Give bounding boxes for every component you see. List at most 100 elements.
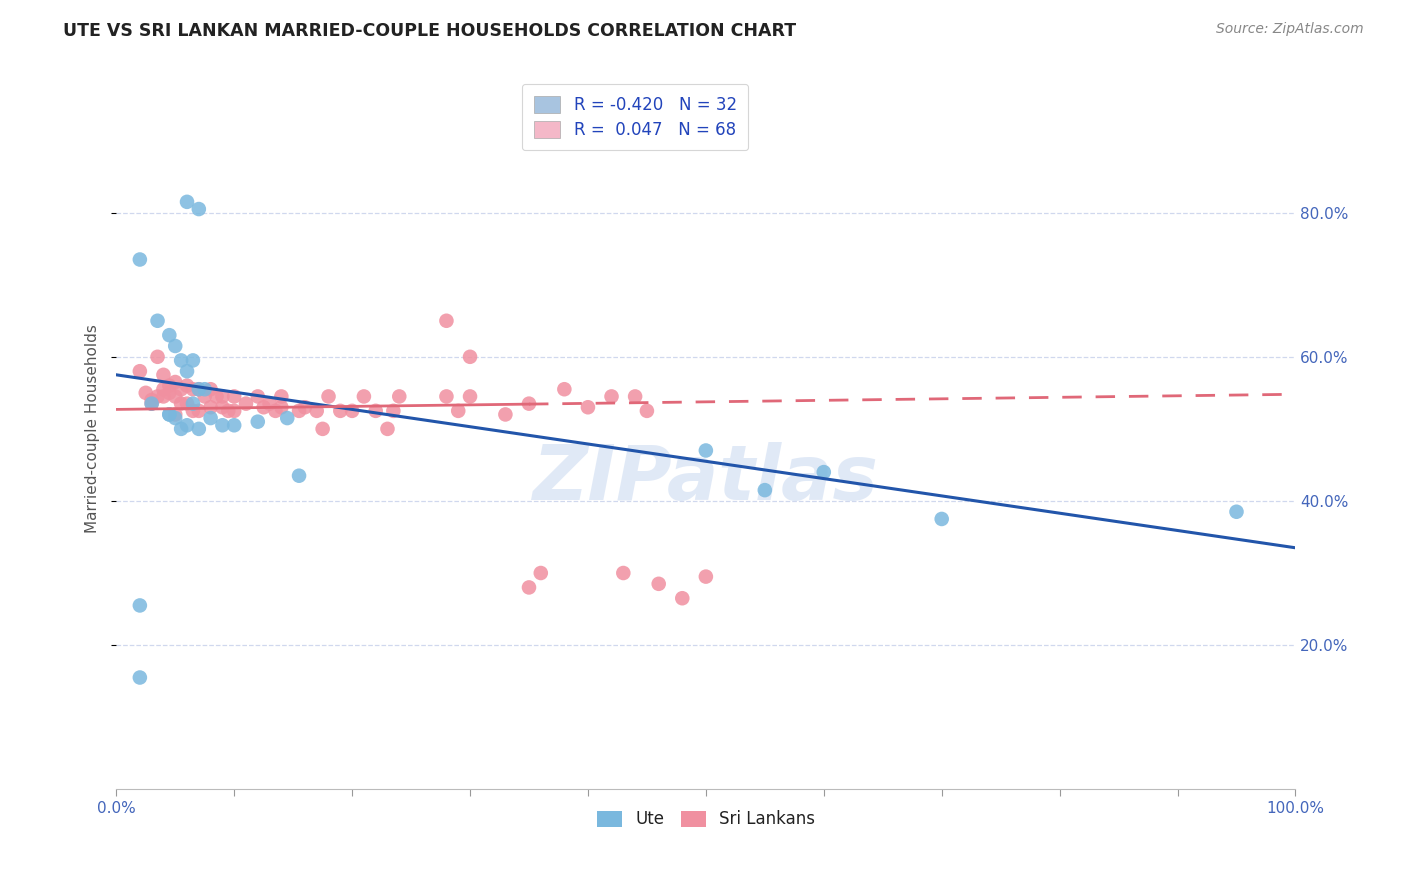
Point — [181, 353, 204, 368]
Point — [311, 422, 333, 436]
Y-axis label: Married-couple Households: Married-couple Households — [86, 325, 100, 533]
Point — [270, 389, 292, 403]
Point — [695, 443, 717, 458]
Point — [157, 378, 180, 392]
Point — [128, 599, 150, 613]
Legend: Ute, Sri Lankans: Ute, Sri Lankans — [591, 804, 821, 835]
Point — [931, 512, 953, 526]
Point — [205, 389, 228, 403]
Point — [165, 375, 187, 389]
Point — [224, 404, 246, 418]
Point — [340, 404, 363, 418]
Point — [187, 404, 209, 418]
Point — [146, 350, 169, 364]
Point — [165, 389, 187, 403]
Point — [152, 368, 174, 382]
Point — [141, 397, 163, 411]
Point — [671, 591, 693, 606]
Point — [458, 389, 481, 403]
Point — [157, 408, 180, 422]
Point — [176, 397, 198, 411]
Point — [176, 194, 198, 209]
Point — [200, 411, 222, 425]
Point — [377, 422, 399, 436]
Point — [217, 404, 239, 418]
Point — [128, 252, 150, 267]
Point — [211, 401, 233, 415]
Point — [813, 465, 835, 479]
Point — [517, 397, 540, 411]
Point — [200, 401, 222, 415]
Point — [329, 404, 352, 418]
Point — [436, 389, 458, 403]
Point — [246, 389, 269, 403]
Text: ZIPatlas: ZIPatlas — [533, 442, 879, 516]
Point — [224, 418, 246, 433]
Point — [259, 397, 281, 411]
Point — [187, 202, 209, 216]
Point — [181, 404, 204, 418]
Point — [264, 404, 287, 418]
Point — [152, 382, 174, 396]
Text: Source: ZipAtlas.com: Source: ZipAtlas.com — [1216, 22, 1364, 37]
Point — [388, 389, 411, 403]
Point — [146, 314, 169, 328]
Point — [276, 411, 298, 425]
Point — [176, 364, 198, 378]
Point — [170, 382, 193, 396]
Point — [128, 364, 150, 378]
Point — [181, 382, 204, 396]
Point — [141, 392, 163, 407]
Point — [382, 404, 405, 418]
Point — [135, 385, 157, 400]
Point — [576, 401, 599, 415]
Point — [235, 397, 257, 411]
Point — [647, 577, 669, 591]
Point — [517, 581, 540, 595]
Point — [152, 389, 174, 403]
Point — [1225, 505, 1247, 519]
Point — [211, 389, 233, 403]
Point — [141, 397, 163, 411]
Point — [294, 401, 316, 415]
Point — [364, 404, 387, 418]
Point — [170, 353, 193, 368]
Point — [754, 483, 776, 497]
Point — [170, 397, 193, 411]
Point — [288, 404, 311, 418]
Point — [194, 382, 217, 396]
Point — [458, 350, 481, 364]
Point — [318, 389, 340, 403]
Point — [157, 385, 180, 400]
Point — [181, 397, 204, 411]
Point — [353, 389, 375, 403]
Point — [187, 382, 209, 396]
Point — [165, 339, 187, 353]
Point — [176, 378, 198, 392]
Point — [187, 382, 209, 396]
Point — [624, 389, 647, 403]
Point — [146, 389, 169, 403]
Point — [270, 401, 292, 415]
Point — [165, 411, 187, 425]
Point — [157, 408, 180, 422]
Point — [305, 404, 328, 418]
Point — [695, 569, 717, 583]
Point — [224, 389, 246, 403]
Point — [211, 418, 233, 433]
Point — [447, 404, 470, 418]
Point — [530, 566, 553, 580]
Point — [600, 389, 623, 403]
Point — [253, 401, 276, 415]
Point — [200, 382, 222, 396]
Point — [128, 671, 150, 685]
Point — [553, 382, 575, 396]
Point — [157, 328, 180, 343]
Point — [165, 408, 187, 422]
Point — [612, 566, 634, 580]
Point — [187, 422, 209, 436]
Point — [636, 404, 658, 418]
Point — [170, 422, 193, 436]
Point — [194, 389, 217, 403]
Point — [494, 408, 516, 422]
